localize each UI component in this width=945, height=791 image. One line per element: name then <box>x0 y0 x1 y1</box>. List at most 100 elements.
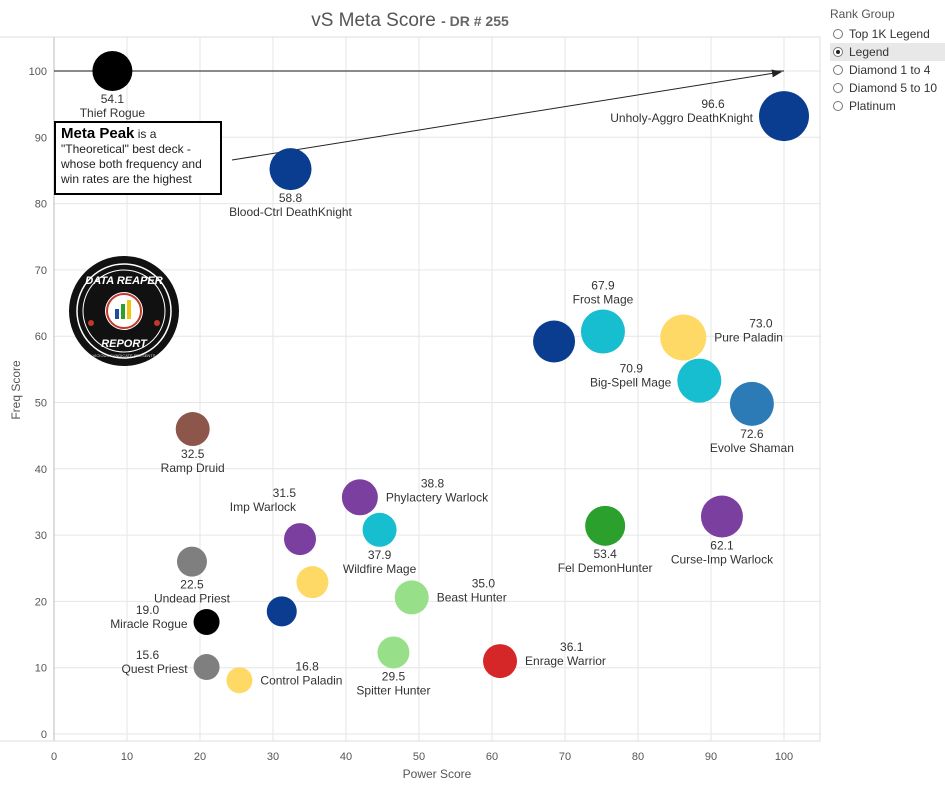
point-score-label: 54.1 <box>101 92 125 106</box>
scatter-point[interactable] <box>92 51 133 91</box>
point-score-label: 36.1 <box>560 640 584 654</box>
scatter-point[interactable] <box>296 566 329 599</box>
legend-option-label: Top 1K Legend <box>849 27 930 41</box>
x-tick-label: 100 <box>775 751 793 763</box>
y-tick-label: 10 <box>35 663 47 675</box>
scatter-point[interactable] <box>284 523 317 556</box>
x-tick-label: 40 <box>340 751 352 763</box>
scatter-point[interactable] <box>394 580 429 615</box>
radio-icon[interactable] <box>833 47 843 57</box>
point-name-label: Thief Rogue <box>80 106 146 120</box>
scatter-point[interactable] <box>700 495 743 538</box>
chart-subtitle: - DR # 255 <box>441 13 509 29</box>
scatter-point[interactable] <box>533 320 576 363</box>
point-name-label: Evolve Shaman <box>710 441 794 455</box>
y-tick-label: 90 <box>35 132 47 144</box>
axes: 0 10 20 30 40 50 60 70 80 90 100 0 10 20 30 40 50 60 70 80 9… <box>0 36 821 763</box>
point-score-label: 73.0 <box>749 317 773 331</box>
scatter-point[interactable] <box>175 412 210 447</box>
point-name-label: Curse-Imp Warlock <box>671 553 774 567</box>
point-score-label: 15.6 <box>136 648 160 662</box>
radio-icon[interactable] <box>833 83 843 93</box>
svg-text:VICIOUS SYNDICATE PRESENTS: VICIOUS SYNDICATE PRESENTS <box>93 353 156 358</box>
rank-group-legend: Rank Group Top 1K Legend Legend Diamond 1 … <box>830 7 945 115</box>
scatter-point[interactable] <box>580 309 625 354</box>
callout-heading: Meta Peak <box>61 125 135 142</box>
legend-option[interactable]: Top 1K Legend <box>830 25 945 43</box>
data-points[interactable] <box>92 51 809 694</box>
point-name-label: Undead Priest <box>154 592 231 606</box>
scatter-point[interactable] <box>362 512 397 547</box>
point-name-label: Miracle Rogue <box>110 617 188 631</box>
legend-option-label: Diamond 5 to 10 <box>849 81 938 95</box>
y-tick-label: 80 <box>35 199 47 211</box>
point-score-label: 53.4 <box>593 547 617 561</box>
scatter-point[interactable] <box>677 358 722 403</box>
scatter-point[interactable] <box>660 314 707 361</box>
point-name-label: Pure Paladin <box>714 331 783 345</box>
point-score-label: 35.0 <box>472 576 496 590</box>
point-score-label: 19.0 <box>136 603 160 617</box>
point-name-label: Enrage Warrior <box>525 654 606 668</box>
y-tick-label: 30 <box>35 530 47 542</box>
x-tick-label: 60 <box>486 751 498 763</box>
callout-text: is a "Theoretical" best deck - whose bot… <box>61 127 202 186</box>
radio-icon[interactable] <box>833 65 843 75</box>
point-name-label: Spitter Hunter <box>356 683 430 697</box>
scatter-point[interactable] <box>193 654 220 681</box>
point-name-label: Fel DemonHunter <box>558 561 653 575</box>
point-score-label: 72.6 <box>740 427 764 441</box>
y-tick-label: 60 <box>35 331 47 343</box>
reference-line <box>54 69 784 161</box>
y-tick-label: 50 <box>35 398 47 410</box>
x-tick-label: 10 <box>121 751 133 763</box>
x-tick-label: 30 <box>267 751 279 763</box>
legend-option[interactable]: Platinum <box>830 97 945 115</box>
meta-peak-callout: Meta Peak is a "Theoretical" best deck -… <box>54 121 222 195</box>
scatter-point[interactable] <box>266 596 297 627</box>
x-tick-label: 20 <box>194 751 206 763</box>
scatter-point[interactable] <box>193 608 220 635</box>
point-name-label: Beast Hunter <box>437 590 507 604</box>
legend-option[interactable]: Diamond 1 to 4 <box>830 61 945 79</box>
y-tick-label: 70 <box>35 265 47 277</box>
point-score-label: 32.5 <box>181 447 205 461</box>
data-reaper-logo: DATA REAPER REPORT VICIOUS SYNDICATE PRE… <box>69 256 179 366</box>
legend-option[interactable]: Diamond 5 to 10 <box>830 79 945 97</box>
scatter-point[interactable] <box>269 148 312 191</box>
scatter-point[interactable] <box>377 636 410 669</box>
point-name-label: Big-Spell Mage <box>590 376 672 390</box>
legend-option-label: Platinum <box>849 99 896 113</box>
scatter-point[interactable] <box>759 91 809 142</box>
point-score-label: 62.1 <box>710 539 734 553</box>
legend-option-label: Legend <box>849 45 890 59</box>
legend-option[interactable]: Legend <box>830 43 945 61</box>
legend-option-label: Diamond 1 to 4 <box>849 63 931 77</box>
scatter-point[interactable] <box>585 505 626 546</box>
radio-icon[interactable] <box>833 29 843 39</box>
point-score-label: 38.8 <box>421 476 445 490</box>
scatter-point[interactable] <box>729 381 774 426</box>
point-score-label: 37.9 <box>368 548 392 562</box>
scatter-point[interactable] <box>341 479 378 516</box>
legend-title: Rank Group <box>830 7 895 21</box>
point-name-label: Blood-Ctrl DeathKnight <box>229 205 352 219</box>
radio-icon[interactable] <box>833 101 843 111</box>
svg-text:DATA REAPER: DATA REAPER <box>85 275 162 287</box>
point-name-label: Quest Priest <box>122 662 189 676</box>
y-axis-title: Freq Score <box>9 360 23 420</box>
x-tick-label: 0 <box>51 751 57 763</box>
scatter-point[interactable] <box>226 667 253 694</box>
callout-arrow <box>231 69 782 161</box>
point-name-label: Frost Mage <box>573 293 634 307</box>
point-name-label: Imp Warlock <box>230 500 297 514</box>
scatter-point[interactable] <box>176 546 207 577</box>
point-score-label: 22.5 <box>180 578 204 592</box>
point-score-label: 70.9 <box>620 362 644 376</box>
point-score-label: 29.5 <box>382 669 406 683</box>
point-score-label: 16.8 <box>295 659 319 673</box>
point-score-label: 67.9 <box>591 279 615 293</box>
scatter-point[interactable] <box>483 644 518 679</box>
x-tick-label: 50 <box>413 751 425 763</box>
